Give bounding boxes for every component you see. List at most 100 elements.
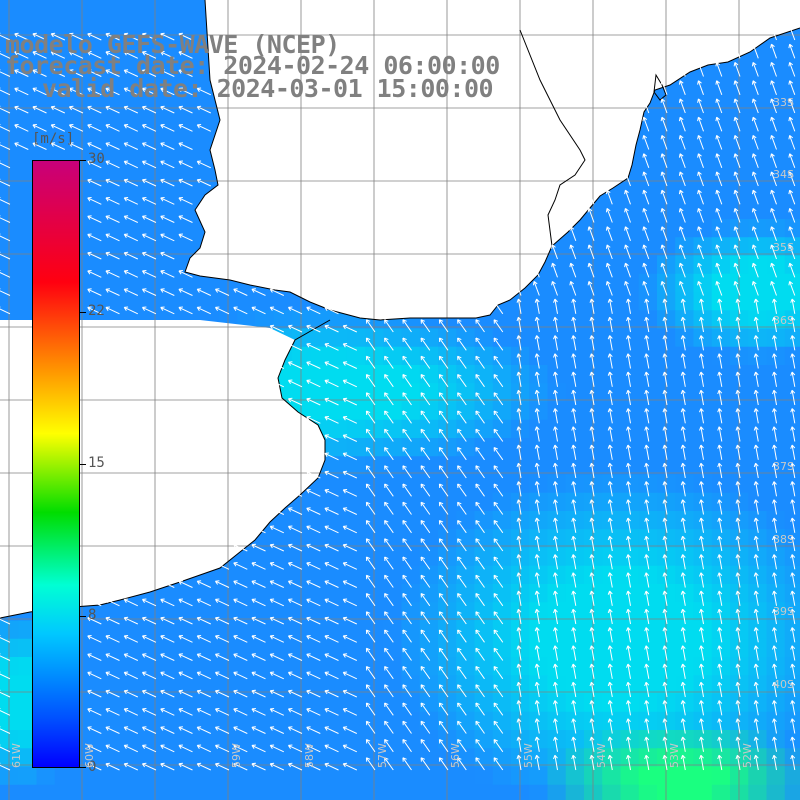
- wind-cell: [273, 638, 293, 658]
- wind-cell: [693, 237, 713, 257]
- wind-arrow: [553, 371, 558, 387]
- wind-arrow: [660, 80, 668, 95]
- wind-arrow: [660, 281, 668, 296]
- wind-cell: [584, 784, 603, 800]
- wind-arrow: [534, 517, 540, 533]
- wind-arrow: [571, 444, 577, 460]
- wind-arrow: [105, 105, 120, 114]
- wind-cell: [438, 766, 457, 786]
- wind-arrow: [788, 43, 796, 59]
- wind-arrow: [697, 262, 704, 278]
- wind-cell: [273, 711, 293, 731]
- wind-cell: [273, 511, 293, 530]
- wind-cell: [529, 784, 549, 800]
- forecast-date: forecast date: 2024-02-24 06:00:00: [5, 51, 500, 80]
- wind-arrow: [735, 718, 741, 734]
- wind-cell: [292, 675, 311, 695]
- wind-arrow: [342, 343, 358, 351]
- wind-cell: [748, 73, 768, 92]
- wind-cell: [547, 273, 567, 293]
- wind-cell: [748, 182, 768, 202]
- wind-arrow: [699, 736, 704, 752]
- wind-arrow: [626, 298, 631, 314]
- wind-cell: [310, 383, 330, 403]
- wind-arrow: [214, 598, 230, 607]
- wind-arrow: [788, 80, 796, 95]
- wind-arrow: [662, 335, 668, 351]
- wind-arrow: [587, 262, 595, 278]
- wind-arrow: [493, 647, 504, 661]
- wind-cell: [164, 127, 184, 147]
- wind-arrow: [306, 744, 321, 753]
- wind-arrow: [516, 353, 522, 369]
- wind-cell: [328, 638, 348, 658]
- wind-arrow: [751, 244, 759, 260]
- wind-cell: [200, 693, 220, 713]
- wind-arrow: [534, 608, 540, 625]
- wind-arrow: [715, 116, 723, 132]
- wind-arrow: [587, 244, 595, 260]
- wind-arrow: [233, 543, 248, 552]
- wind-arrow: [699, 608, 704, 625]
- wind-arrow: [753, 389, 759, 406]
- wind-arrow: [571, 590, 577, 606]
- wind-arrow: [626, 645, 631, 661]
- wind-cell: [766, 36, 786, 56]
- wind-cell: [602, 784, 622, 800]
- wind-arrow: [680, 462, 686, 479]
- wind-cell: [328, 419, 348, 439]
- wind-arrow: [306, 343, 321, 351]
- wind-arrow: [87, 708, 102, 716]
- wind-arrow: [365, 410, 376, 424]
- wind-arrow: [324, 306, 339, 315]
- wind-arrow: [50, 142, 66, 150]
- wind-cell: [36, 766, 56, 786]
- wind-arrow: [306, 525, 321, 534]
- wind-cell: [127, 237, 147, 257]
- wind-arrow: [735, 408, 741, 424]
- wind-arrow: [402, 483, 412, 497]
- wind-arrow: [516, 645, 522, 661]
- wind-arrow: [0, 616, 11, 625]
- wind-arrow: [587, 226, 595, 241]
- wind-arrow: [715, 153, 723, 168]
- wind-arrow: [87, 124, 102, 132]
- wind-arrow: [384, 611, 394, 625]
- wind-cell: [73, 766, 92, 786]
- wind-cell: [146, 200, 165, 220]
- wind-cell: [730, 784, 749, 800]
- wind-arrow: [141, 87, 157, 96]
- wind-arrow: [715, 62, 723, 77]
- wind-arrow: [420, 319, 431, 333]
- wind-cell: [328, 492, 348, 512]
- wind-arrow: [626, 444, 631, 460]
- wind-cell: [711, 273, 731, 293]
- wind-cell: [748, 766, 768, 786]
- wind-arrow: [717, 426, 723, 442]
- wind-arrow: [420, 428, 431, 442]
- wind-arrow: [697, 281, 704, 296]
- wind-arrow: [607, 554, 613, 570]
- wind-arrow: [717, 444, 723, 460]
- wind-arrow: [475, 593, 485, 607]
- wind-arrow: [493, 538, 504, 552]
- wind-arrow: [571, 608, 577, 625]
- wind-arrow: [772, 718, 777, 734]
- wind-arrow: [662, 316, 668, 333]
- wind-arrow: [32, 105, 47, 114]
- wind-arrow: [287, 635, 303, 643]
- wind-cell: [36, 127, 56, 147]
- wind-arrow: [87, 197, 102, 205]
- wind-cell: [383, 766, 403, 786]
- wind-cell: [346, 657, 366, 676]
- wind-cell: [127, 620, 147, 640]
- wind-arrow: [680, 353, 686, 369]
- wind-arrow: [105, 689, 120, 698]
- wind-arrow: [571, 462, 577, 479]
- wind-cell: [91, 0, 111, 19]
- wind-arrow: [214, 762, 230, 771]
- wind-cell: [0, 0, 19, 19]
- wind-arrow: [324, 580, 339, 588]
- wind-arrow: [733, 171, 741, 187]
- wind-arrow: [0, 251, 11, 260]
